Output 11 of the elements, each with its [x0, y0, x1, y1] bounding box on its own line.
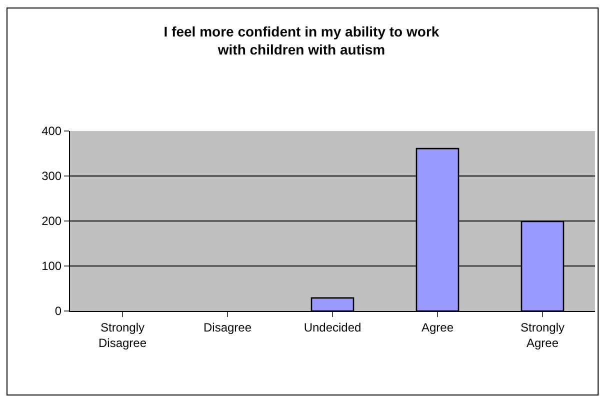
x-tick-label: Undecided — [304, 320, 362, 334]
x-tick-label: Disagree — [203, 320, 252, 334]
x-tick-label: Strongly Disagree — [98, 320, 147, 350]
chart-title: I feel more confident in my ability to work with children with autism — [164, 23, 440, 58]
y-tick-label: 300 — [42, 169, 62, 184]
x-tick-label: Agree — [421, 320, 454, 334]
y-tick-label: 200 — [42, 214, 62, 228]
x-tick-label: Strongly Agree — [520, 320, 565, 350]
y-tick-label: 0 — [54, 304, 62, 318]
y-tick-label: 100 — [42, 259, 62, 274]
y-tick-label: 400 — [42, 124, 62, 138]
